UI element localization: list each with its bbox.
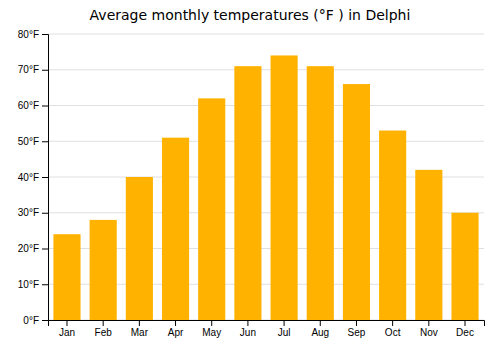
grid-line: [48, 141, 484, 142]
grid-line: [48, 69, 484, 70]
y-tick: 30°F: [18, 207, 48, 218]
y-tick: 80°F: [18, 29, 48, 40]
y-tick-label: 10°F: [18, 279, 39, 290]
y-tick: 70°F: [18, 64, 48, 75]
bar: [198, 98, 225, 320]
x-tick: Jul: [278, 320, 291, 338]
bar: [451, 213, 478, 320]
y-axis-line: [42, 35, 49, 321]
y-tick: 0°F: [23, 315, 48, 326]
bar: [271, 55, 298, 320]
x-tick: Aug: [311, 320, 329, 338]
x-tick-label: May: [202, 327, 221, 338]
x-tick: Mar: [131, 320, 149, 338]
y-tick-label: 30°F: [18, 207, 39, 218]
x-tick-mark: [66, 320, 67, 326]
y-tick: 50°F: [18, 136, 48, 147]
x-tick: Apr: [168, 320, 184, 338]
bars: [53, 55, 478, 320]
x-tick-label: Feb: [95, 327, 113, 338]
bar: [307, 66, 334, 320]
y-tick: 20°F: [18, 243, 48, 254]
y-tick-mark: [42, 177, 48, 178]
y-axis: 0°F 10°F 20°F 30°F 40°F 50°F 60°F 70°F 80°F: [18, 29, 49, 326]
x-tick-mark: [103, 320, 104, 326]
y-tick-mark: [42, 106, 48, 107]
y-tick: 40°F: [18, 172, 48, 183]
x-tick: Jan: [59, 320, 75, 338]
y-tick-mark: [42, 213, 48, 214]
y-tick-label: 60°F: [18, 100, 39, 111]
y-tick-mark: [42, 34, 48, 35]
x-tick: Feb: [95, 320, 113, 338]
x-tick-mark: [356, 320, 357, 326]
y-tick-mark: [42, 70, 48, 71]
x-tick: Oct: [385, 320, 401, 338]
bar: [379, 131, 406, 320]
x-tick-mark: [320, 320, 321, 326]
x-tick-label: Apr: [168, 327, 184, 338]
x-tick-mark: [465, 320, 466, 326]
y-tick-label: 70°F: [18, 64, 39, 75]
bar: [53, 234, 80, 320]
y-tick: 10°F: [18, 279, 48, 290]
x-tick-label: Jan: [59, 327, 75, 338]
x-tick-mark: [247, 320, 248, 326]
y-tick-label: 80°F: [18, 29, 39, 40]
y-tick-label: 50°F: [18, 136, 39, 147]
chart: Average monthly temperatures (°F ) in De…: [0, 0, 500, 350]
x-tick-label: Aug: [311, 327, 329, 338]
x-tick-mark: [139, 320, 140, 326]
bar: [90, 220, 117, 320]
y-tick-label: 40°F: [18, 172, 39, 183]
y-tick: 60°F: [18, 100, 48, 111]
y-tick-mark: [42, 320, 48, 321]
plot: 0°F 10°F 20°F 30°F 40°F 50°F 60°F 70°F 80°F Jan Fe…: [18, 29, 485, 338]
x-axis: Jan Feb Mar Apr May Jun Jul Aug Sep Oct Nov Dec: [49, 320, 485, 338]
x-axis-line: [49, 321, 485, 327]
x-tick-label: Jun: [240, 327, 256, 338]
bar: [234, 66, 261, 320]
bar: [415, 170, 442, 320]
title: Average monthly temperatures (°F ) in De…: [90, 7, 411, 23]
y-tick-mark: [42, 284, 48, 285]
y-tick-mark: [42, 141, 48, 142]
x-tick: Dec: [456, 320, 474, 338]
grid-line: [48, 105, 484, 106]
y-tick-label: 0°F: [23, 315, 39, 326]
x-tick-mark: [428, 320, 429, 326]
y-tick-mark: [42, 249, 48, 250]
x-tick-label: Jul: [278, 327, 291, 338]
x-tick: Sep: [348, 320, 366, 338]
x-tick: Jun: [240, 320, 256, 338]
x-tick-mark: [284, 320, 285, 326]
x-tick-label: Sep: [348, 327, 366, 338]
x-tick-label: Oct: [385, 327, 401, 338]
bar: [343, 84, 370, 320]
grid-line: [48, 34, 484, 35]
bar: [126, 177, 153, 320]
x-tick-mark: [392, 320, 393, 326]
x-tick-label: Mar: [131, 327, 149, 338]
x-tick-label: Dec: [456, 327, 474, 338]
x-tick-mark: [175, 320, 176, 326]
x-tick: Nov: [420, 320, 438, 338]
bar: [162, 138, 189, 320]
x-tick-label: Nov: [420, 327, 438, 338]
x-tick-mark: [211, 320, 212, 326]
y-tick-label: 20°F: [18, 243, 39, 254]
x-tick: May: [202, 320, 221, 338]
grid: [48, 34, 484, 320]
